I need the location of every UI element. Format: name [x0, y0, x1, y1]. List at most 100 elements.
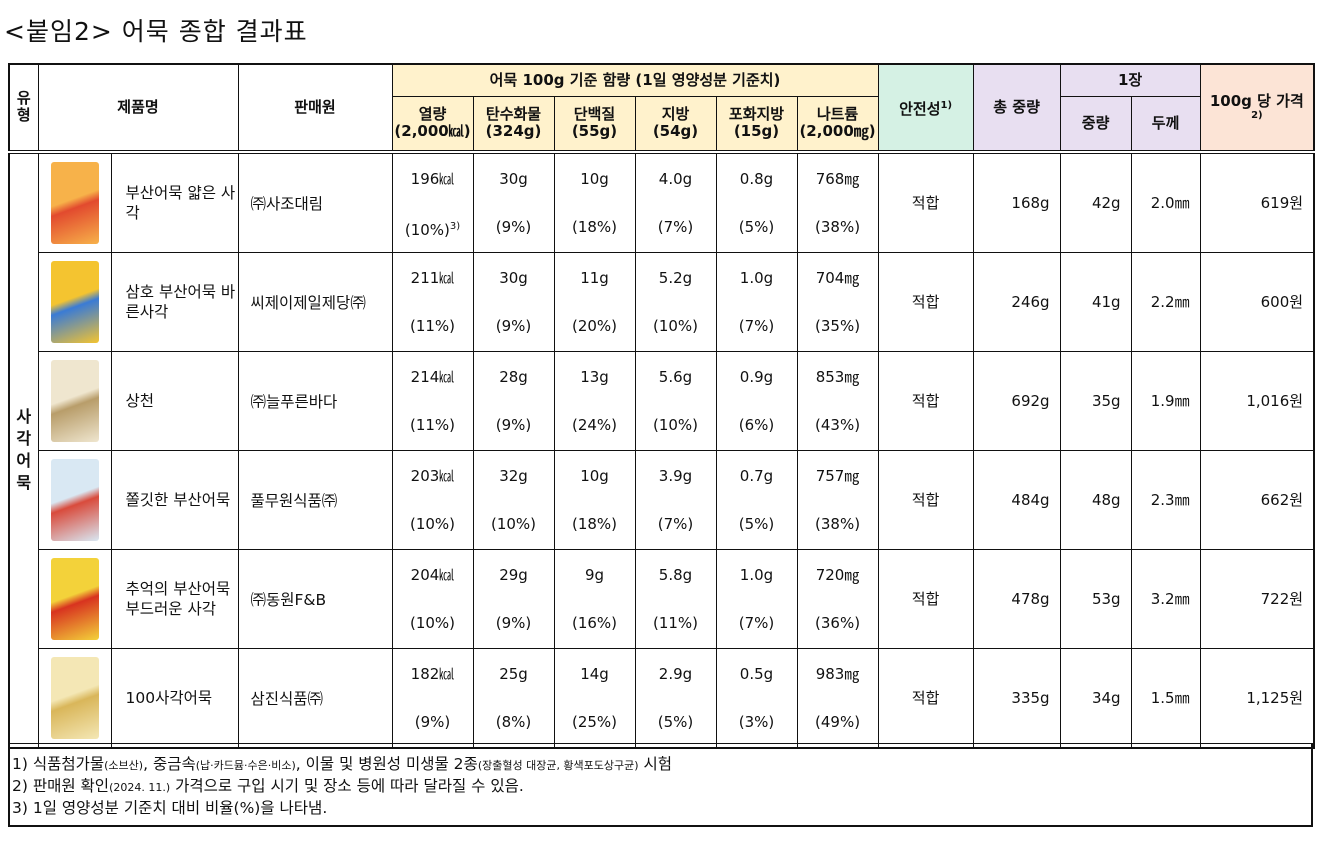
nutrient-name: 단백질 [573, 105, 616, 123]
thickness: 1.9㎜ [1130, 350, 1201, 451]
nutrient-value: 10g [580, 466, 609, 485]
nutrient-percent: (38%) [798, 514, 877, 534]
percent-text: (10%) [409, 514, 456, 533]
nutrient-percent: (18%) [555, 217, 634, 237]
nutrient-cell: 10g (18%) [553, 151, 636, 253]
percent-text: (5%) [657, 712, 694, 731]
percent-text: (36%) [815, 613, 861, 632]
percent-text: (18%) [571, 514, 618, 533]
nutrient-value: 768㎎ [815, 169, 860, 188]
header-cell: 열량 (2,000㎉) [391, 95, 474, 154]
nutrient-value: 0.9g [739, 367, 774, 386]
nutrient-reference: (55g) [571, 122, 618, 140]
nutrient-percent: (9%) [474, 415, 553, 435]
price: 619원 [1199, 151, 1315, 253]
nutrient-percent: (8%) [474, 712, 553, 732]
nutrient-percent: (38%) [798, 217, 877, 237]
thickness: 3.2㎜ [1130, 548, 1201, 649]
safety: 적합 [877, 647, 974, 748]
nutrient-value: 14g [580, 664, 609, 683]
nutrient-name: 나트륨 [816, 105, 859, 123]
nutrient-cell: 0.7g (5%) [715, 449, 798, 550]
nutrient-value: 25g [499, 664, 528, 683]
nutrient-percent: (43%) [798, 415, 877, 435]
nutrient-cell: 204㎉ (10%) [391, 548, 474, 649]
nutrient-percent: (3%) [717, 712, 796, 732]
nutrient-percent: (5%) [636, 712, 715, 732]
nutrient-cell: 4.0g (7%) [634, 151, 717, 253]
header-cell: 제품명 [37, 63, 239, 154]
nutrient-cell: 1.0g (7%) [715, 251, 798, 352]
nutrient-cell: 704㎎ (35%) [796, 251, 879, 352]
nutrient-percent: (11%) [636, 613, 715, 633]
percent-text: (7%) [738, 613, 775, 632]
category: 사각어묵 [16, 407, 32, 492]
nutrient-value: 5.6g [658, 367, 693, 386]
nutrient-percent: (9%) [474, 217, 553, 237]
image-cell [37, 350, 112, 451]
nutrient-cell: 5.8g (11%) [634, 548, 717, 649]
sheet-weight: 48g [1059, 449, 1132, 550]
product-row: 사각어묵 부산어묵 얇은 사각 ㈜사조대림 196㎉ (10%)3) 30g (9%) 10g… [8, 151, 1315, 748]
total-weight: 246g [972, 251, 1061, 352]
footnote-text: , 중금속 [143, 755, 196, 773]
product-row: 추억의 부산어묵 부드러운 사각 ㈜동원F&B 204㎉ (10%) 29g (9%) 9g… [9, 548, 1315, 649]
header-cell: 탄수화물 (324g) [472, 95, 555, 154]
nutrient-value: 2.9g [658, 664, 693, 683]
header-text: 안전성 [899, 99, 941, 118]
nutrient-value: 30g [499, 169, 528, 188]
percent-text: (10%) [652, 316, 699, 335]
footnote: 2) 판매원 확인(2024. 11.) 가격으로 구입 시기 및 장소 등에 … [12, 776, 1311, 798]
table-header: 유형 제품명 판매원 어묵 100g 기준 함량 (1일 영양성분 기준치) 안… [8, 63, 1315, 154]
product-name: 상천 [110, 350, 239, 451]
nutrient-percent: (11%) [393, 316, 472, 336]
table-body: 사각어묵 부산어묵 얇은 사각 ㈜사조대림 196㎉ (10%)3) 30g (9%) 10g… [8, 151, 1315, 748]
percent-text: (7%) [738, 316, 775, 335]
percent-text: (38%) [815, 217, 861, 236]
seller: ㈜늘푸른바다 [237, 350, 393, 451]
nutrient-value: 853㎎ [815, 367, 860, 386]
footnote-detail: (장출혈성 대장균, 황색포도상구균) [477, 759, 639, 772]
title: <붙임2> 어묵 종합 결과표 [4, 17, 308, 46]
product-image [50, 260, 99, 343]
percent-text: (25%) [571, 712, 618, 731]
nutrient-cell: 211㎉ (11%) [391, 251, 474, 352]
image-cell [37, 251, 112, 352]
percent-text: (16%) [571, 613, 618, 632]
header-cell: 100g 당 가격 2) [1199, 63, 1315, 154]
header-cell: 나트륨 (2,000㎎) [796, 95, 879, 154]
image-cell [37, 151, 112, 253]
percent-text: (9%) [414, 712, 451, 731]
header-cell: 포화지방 (15g) [715, 95, 798, 154]
nutrient-cell: 0.8g (5%) [715, 151, 798, 253]
product-row: 100사각어묵 삼진식품㈜ 182㎉ (9%) 25g (8%) 14g (25%) 2.9g (… [9, 647, 1315, 748]
safety: 적합 [877, 350, 974, 451]
nutrient-percent: (25%) [555, 712, 634, 732]
header-cell: 안전성1) [877, 63, 974, 154]
image-cell [37, 647, 112, 748]
header-text: 100g 당 가격 [1209, 91, 1304, 110]
price: 1,016원 [1199, 350, 1315, 451]
price: 662원 [1199, 449, 1315, 550]
nutrient-cell: 720㎎ (36%) [796, 548, 879, 649]
nutrient-value: 704㎎ [815, 268, 860, 287]
nutrient-value: 5.2g [658, 268, 693, 287]
percent-text: (7%) [657, 514, 694, 533]
thickness: 2.0㎜ [1130, 151, 1201, 253]
footnote-mark: 3) [449, 220, 461, 232]
product-row: 상천 ㈜늘푸른바다 214㎉ (11%) 28g (9%) 13g (24%) 5.6g (10%… [9, 350, 1315, 451]
nutrient-percent: (7%) [717, 316, 796, 336]
product-image [50, 359, 99, 442]
nutrient-cell: 9g (16%) [553, 548, 636, 649]
nutrient-percent: (10%) [393, 514, 472, 534]
sheet-weight: 41g [1059, 251, 1132, 352]
nutrient-percent: (10%) [636, 316, 715, 336]
nutrient-value: 203㎉ [410, 466, 455, 485]
percent-text: (9%) [495, 217, 532, 236]
nutrient-percent: (10%) [474, 514, 553, 534]
percent-text: (8%) [495, 712, 532, 731]
percent-text: (18%) [571, 217, 618, 236]
price: 722원 [1199, 548, 1315, 649]
nutrient-percent: (16%) [555, 613, 634, 633]
thickness: 2.3㎜ [1130, 449, 1201, 550]
